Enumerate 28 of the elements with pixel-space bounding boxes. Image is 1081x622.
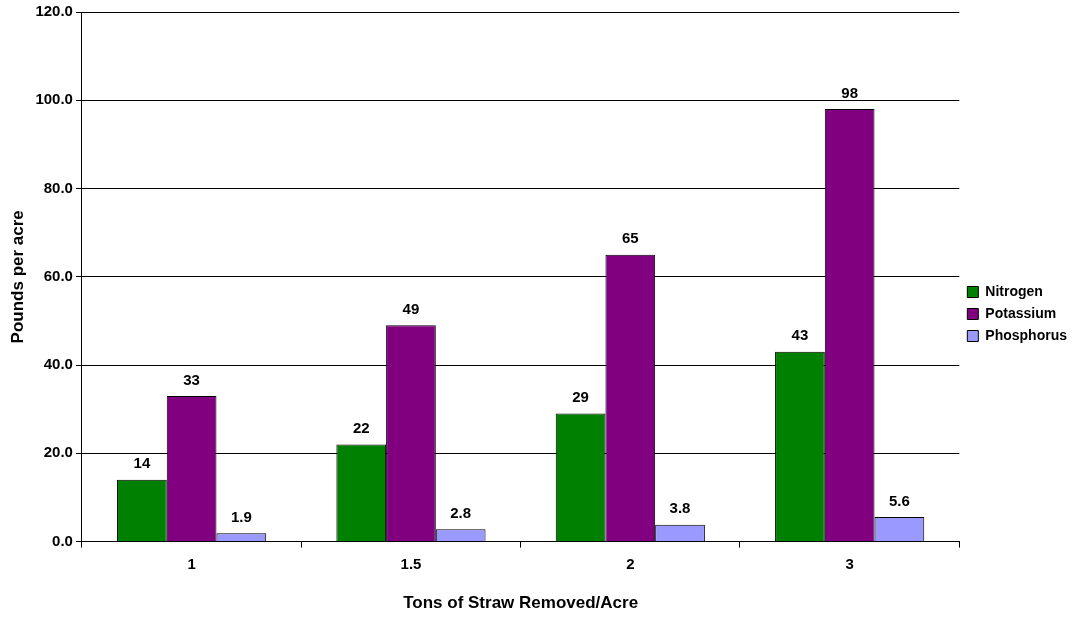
y-tick-label: 0.0 bbox=[52, 531, 73, 549]
data-label: 5.6 bbox=[888, 491, 910, 509]
x-tick-label: 2 bbox=[626, 554, 635, 572]
data-label: 98 bbox=[841, 83, 858, 101]
data-label: 14 bbox=[133, 454, 151, 472]
data-label: 22 bbox=[352, 419, 370, 437]
y-tick-label: 80.0 bbox=[43, 178, 73, 196]
y-tick-label: 120.0 bbox=[35, 2, 73, 20]
data-label: 33 bbox=[183, 370, 200, 388]
x-tick-label: 3 bbox=[845, 554, 854, 572]
data-label: 1.9 bbox=[230, 507, 252, 525]
x-tick-label: 1 bbox=[187, 554, 196, 572]
y-tick-label: 40.0 bbox=[43, 355, 73, 373]
y-tick-label: 60.0 bbox=[43, 266, 73, 284]
data-label: 49 bbox=[402, 299, 420, 317]
data-label: 3.8 bbox=[669, 499, 691, 517]
y-tick-label: 100.0 bbox=[35, 90, 73, 108]
legend-label: Potassium bbox=[985, 304, 1057, 321]
data-label: 43 bbox=[791, 326, 809, 344]
legend-label: Phosphorus bbox=[985, 326, 1068, 343]
y-tick-label: 20.0 bbox=[43, 443, 73, 461]
data-label: 65 bbox=[621, 229, 639, 247]
data-label: 2.8 bbox=[450, 503, 472, 521]
x-tick-label: 1.5 bbox=[400, 554, 422, 572]
y-axis-title: Pounds per acre bbox=[7, 210, 27, 344]
legend-label: Nitrogen bbox=[985, 282, 1043, 299]
data-label: 29 bbox=[572, 388, 589, 406]
x-axis-title: Tons of Straw Removed/Acre bbox=[403, 593, 639, 613]
